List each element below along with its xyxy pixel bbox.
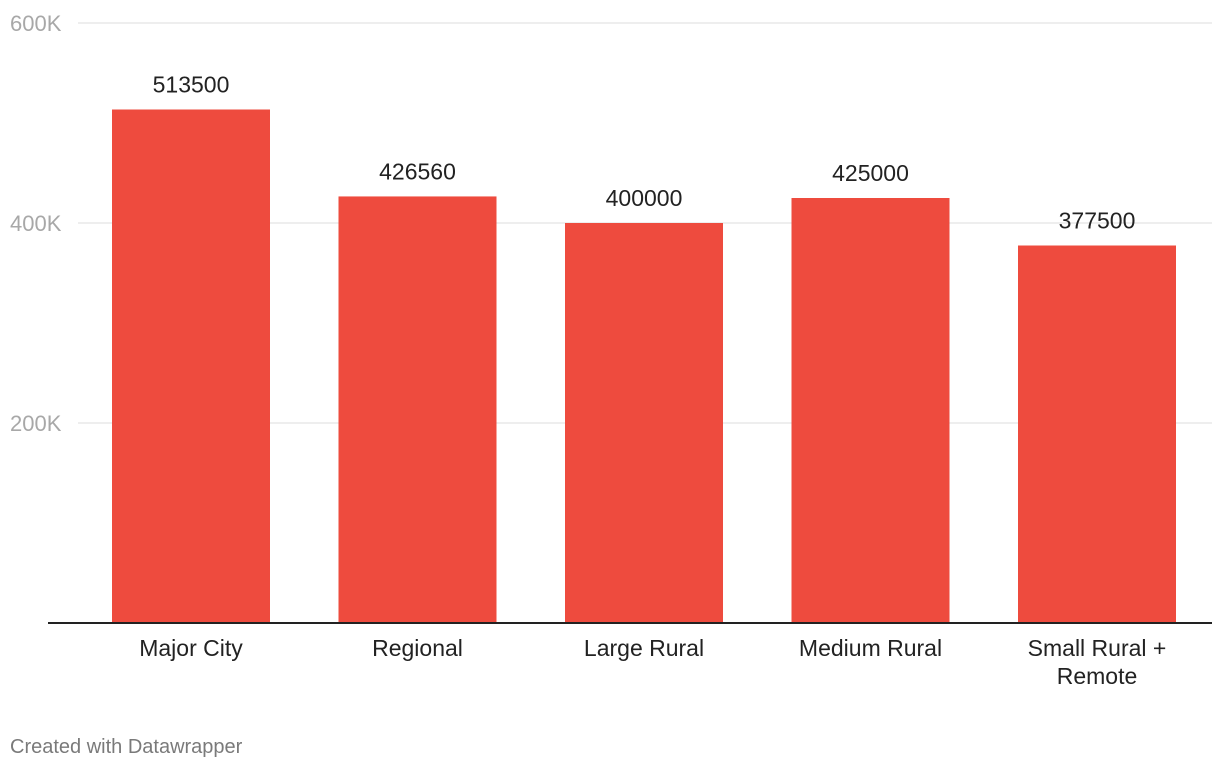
data-labels: 513500 426560 400000 425000 377500 [153, 72, 1136, 234]
x-tick-label: Small Rural + Remote [1028, 635, 1167, 689]
bar-value-label: 513500 [153, 72, 230, 98]
x-axis-labels: Major City Regional Large Rural Medium Rura… [139, 635, 1166, 689]
bar [1018, 245, 1176, 623]
x-tick-label: Medium Rural [799, 635, 942, 661]
bar-value-label: 426560 [379, 158, 456, 184]
y-tick-label: 400K [10, 211, 62, 236]
bar [338, 196, 497, 623]
bars [112, 109, 1176, 623]
y-tick-label: 600K [10, 11, 62, 36]
bar-value-label: 377500 [1059, 208, 1136, 234]
bar-value-label: 425000 [832, 160, 909, 186]
bar [791, 198, 950, 623]
bar [112, 109, 270, 623]
x-tick-label: Major City [139, 635, 243, 661]
footer-credit: Created with Datawrapper [10, 736, 243, 758]
y-tick-label: 200K [10, 411, 62, 436]
x-tick-label: Regional [372, 635, 463, 661]
bar-value-label: 400000 [606, 185, 683, 211]
y-axis-ticks: 200K 400K 600K [10, 11, 62, 436]
x-tick-label: Large Rural [584, 635, 704, 661]
bar [565, 223, 723, 623]
